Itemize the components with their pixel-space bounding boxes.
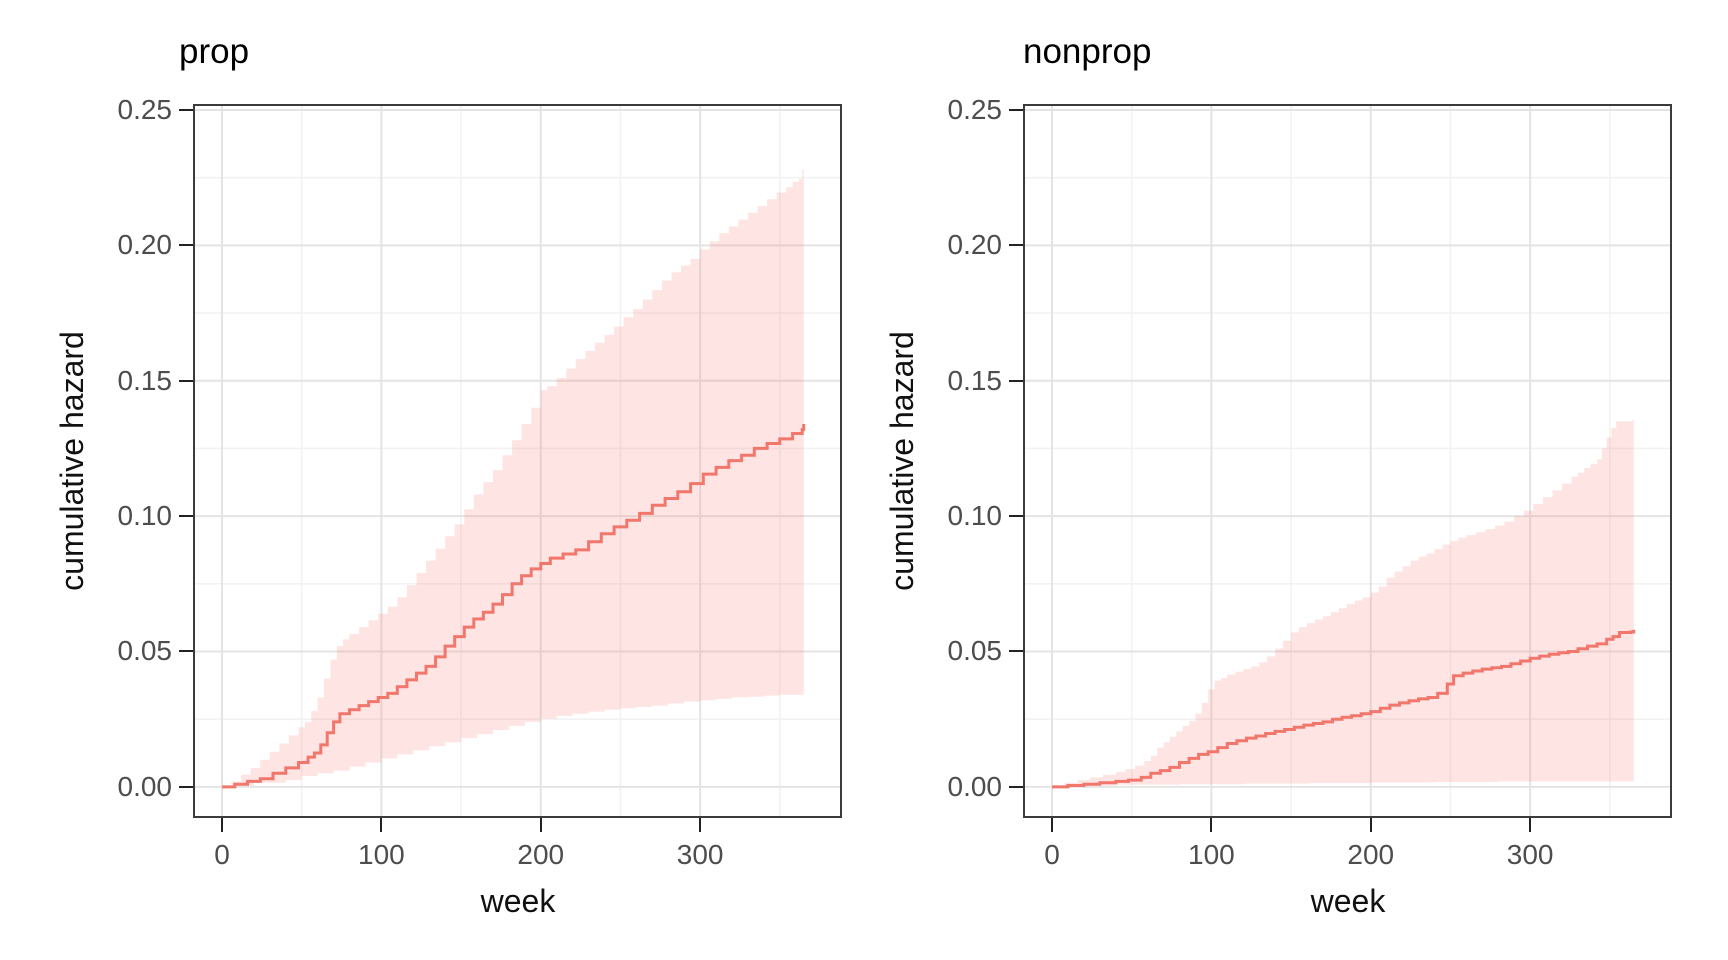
y-tick-label: 0.00: [947, 770, 1003, 802]
ci-ribbon: [222, 169, 804, 787]
y-tick-label: 0.05: [117, 635, 173, 667]
y-tick-mark: [1009, 515, 1023, 518]
x-tick-label: 100: [1188, 839, 1235, 870]
y-tick-mark: [179, 515, 193, 518]
x-tick-mark: [380, 818, 383, 832]
y-tick-label: 0.20: [117, 229, 173, 261]
x-tick-label: 300: [676, 839, 724, 870]
y-axis-title-left: cumulative hazard: [54, 331, 90, 591]
y-tick-label: 0.25: [947, 93, 1003, 125]
y-tick-label: 0.15: [117, 364, 173, 396]
y-tick-mark: [1009, 379, 1023, 382]
x-axis-title-left: week: [480, 883, 556, 919]
x-axis-title-right: week: [1310, 883, 1386, 919]
x-tick-mark: [1369, 818, 1372, 832]
y-tick-mark: [1009, 650, 1023, 653]
y-tick-mark: [179, 379, 193, 382]
y-tick-label: 0.10: [117, 500, 173, 532]
x-tick-label: 100: [358, 839, 405, 870]
x-tick-mark: [699, 818, 702, 832]
y-tick-label: 0.20: [947, 229, 1003, 261]
x-tick-mark: [1051, 818, 1053, 832]
y-tick-label: 0.10: [947, 500, 1003, 532]
x-tick-label: 0: [214, 839, 230, 870]
y-axis-title-right: cumulative hazard: [884, 331, 920, 591]
y-tick-label: 0.15: [947, 364, 1003, 396]
cumulative-hazard-line: [1052, 629, 1636, 789]
y-tick-mark: [1009, 108, 1023, 111]
x-tick-mark: [1529, 818, 1532, 832]
panel-prop: [193, 104, 842, 818]
facet-title-nonprop: nonprop: [1023, 32, 1152, 71]
x-tick-mark: [221, 818, 223, 832]
y-tick-label: 0.25: [117, 93, 173, 125]
y-tick-mark: [179, 108, 193, 111]
y-tick-label: 0.00: [117, 770, 173, 802]
y-tick-mark: [1009, 785, 1023, 788]
x-tick-label: 300: [1506, 839, 1554, 870]
x-tick-mark: [539, 818, 542, 832]
x-tick-label: 0: [1044, 839, 1060, 870]
y-tick-mark: [179, 650, 193, 653]
cumulative-hazard-line: [222, 424, 806, 789]
ci-ribbon: [1052, 420, 1634, 787]
x-tick-label: 200: [517, 839, 565, 870]
facet-title-prop: prop: [179, 32, 250, 71]
y-tick-mark: [179, 785, 193, 788]
x-tick-mark: [1210, 818, 1213, 832]
y-tick-mark: [179, 244, 193, 247]
panel-nonprop: [1023, 104, 1672, 818]
y-tick-label: 0.05: [947, 635, 1003, 667]
x-tick-label: 200: [1347, 839, 1395, 870]
y-tick-mark: [1009, 244, 1023, 247]
